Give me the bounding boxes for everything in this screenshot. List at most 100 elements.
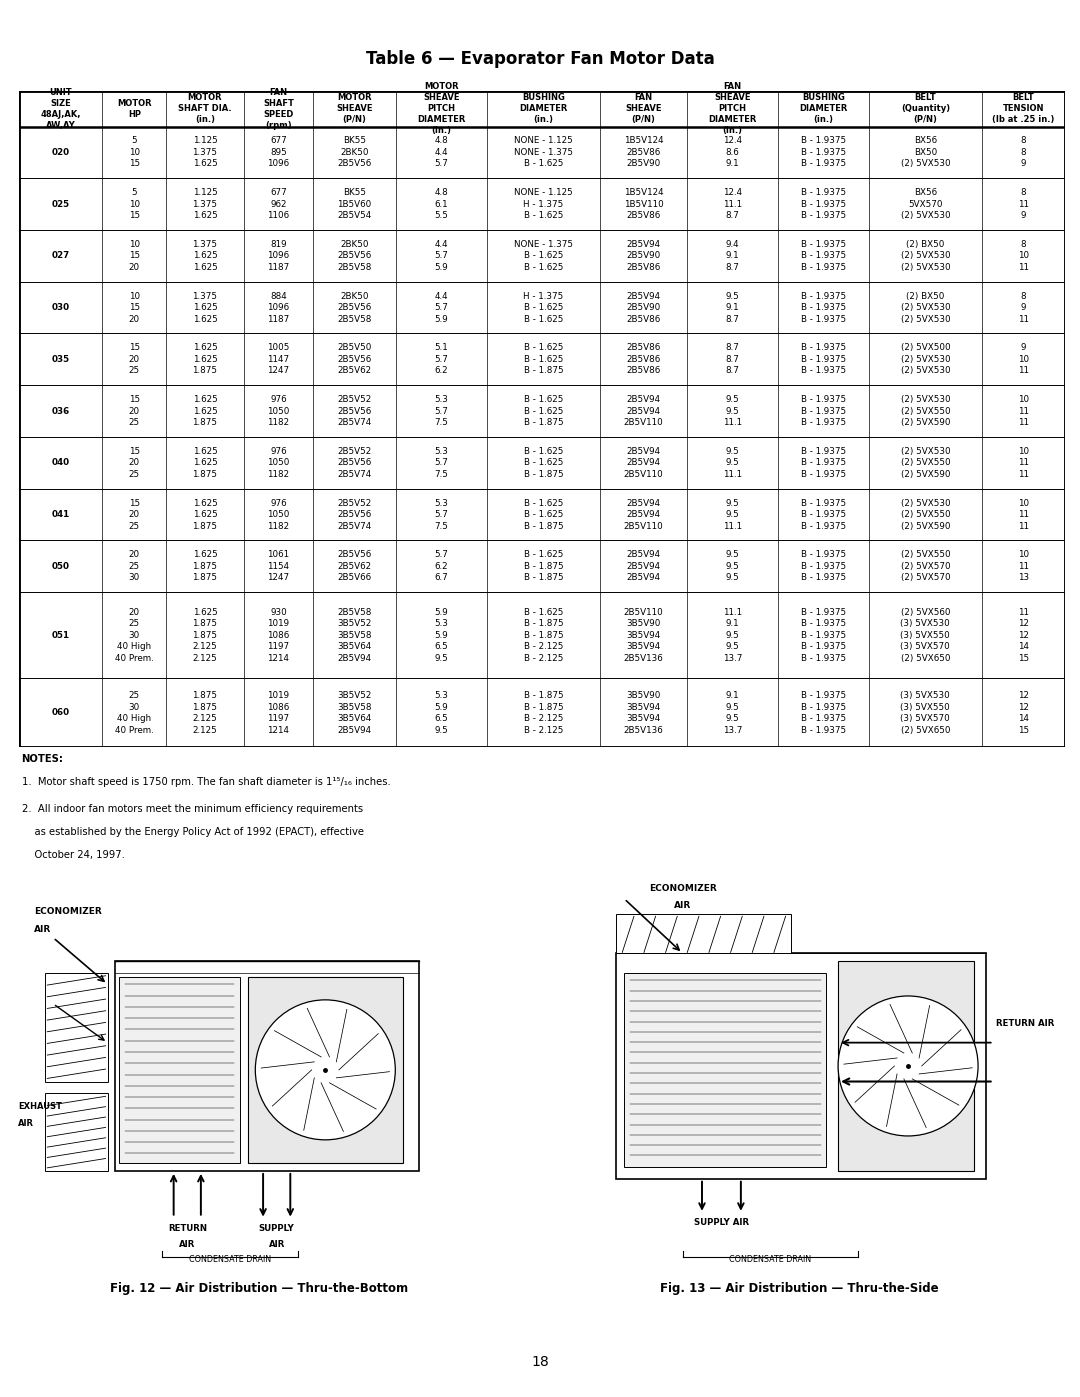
Text: 1B5V124
1B5V110
2B5V86: 1B5V124 1B5V110 2B5V86 [624, 189, 663, 221]
Text: NONE - 1.125
NONE - 1.375
B - 1.625: NONE - 1.125 NONE - 1.375 B - 1.625 [514, 137, 573, 168]
Text: 2B5V94
2B5V90
2B5V86: 2B5V94 2B5V90 2B5V86 [626, 240, 661, 272]
Text: AIR: AIR [33, 925, 51, 933]
Bar [247, 977, 403, 1164]
Text: B - 1.9375
B - 1.9375
B - 1.9375: B - 1.9375 B - 1.9375 B - 1.9375 [800, 499, 846, 531]
Text: 15
20
25: 15 20 25 [129, 395, 139, 427]
Bar [838, 961, 974, 1171]
Text: 4.4
5.7
5.9: 4.4 5.7 5.9 [434, 292, 448, 324]
Text: 8.7
8.7
8.7: 8.7 8.7 8.7 [726, 344, 740, 376]
Text: 12
12
14
15: 12 12 14 15 [1018, 692, 1029, 735]
Text: (2) 5VX560
(3) 5VX530
(3) 5VX550
(3) 5VX570
(2) 5VX650: (2) 5VX560 (3) 5VX530 (3) 5VX550 (3) 5VX… [901, 608, 950, 662]
Bar [45, 972, 108, 1081]
Text: (2) 5VX530
(2) 5VX550
(2) 5VX590: (2) 5VX530 (2) 5VX550 (2) 5VX590 [901, 447, 950, 479]
Text: EXHAUST: EXHAUST [18, 1102, 62, 1111]
Text: B - 1.9375
B - 1.9375
B - 1.9375
B - 1.9375
B - 1.9375: B - 1.9375 B - 1.9375 B - 1.9375 B - 1.9… [800, 608, 846, 662]
Text: 036: 036 [52, 407, 70, 415]
Text: RETURN: RETURN [167, 1224, 206, 1234]
Text: 5.3
5.7
7.5: 5.3 5.7 7.5 [434, 447, 448, 479]
Text: 2B5V52
2B5V56
2B5V74: 2B5V52 2B5V56 2B5V74 [337, 395, 372, 427]
Text: 20
25
30: 20 25 30 [129, 550, 140, 583]
Text: BK55
1B5V60
2B5V54: BK55 1B5V60 2B5V54 [337, 189, 372, 221]
Text: 050: 050 [52, 562, 70, 571]
Text: Fig. 13 — Air Distribution — Thru-the-Side: Fig. 13 — Air Distribution — Thru-the-Si… [660, 1282, 939, 1295]
Text: H - 1.375
B - 1.625
B - 1.625: H - 1.375 B - 1.625 B - 1.625 [524, 292, 564, 324]
Text: 8
10
11: 8 10 11 [1018, 240, 1029, 272]
Text: 1.875
1.875
2.125
2.125: 1.875 1.875 2.125 2.125 [192, 692, 217, 735]
Text: 12.4
11.1
8.7: 12.4 11.1 8.7 [723, 189, 742, 221]
Text: 9.1
9.5
9.5
13.7: 9.1 9.5 9.5 13.7 [723, 692, 742, 735]
Text: 1.125
1.375
1.625: 1.125 1.375 1.625 [192, 137, 217, 168]
Text: 2B5V110
3B5V90
3B5V94
3B5V94
2B5V136: 2B5V110 3B5V90 3B5V94 3B5V94 2B5V136 [624, 608, 663, 662]
Text: 2BK50
2B5V56
2B5V58: 2BK50 2B5V56 2B5V58 [337, 292, 372, 324]
Text: 025: 025 [52, 200, 70, 208]
Text: ECONOMIZER: ECONOMIZER [649, 884, 716, 893]
Text: 819
1096
1187: 819 1096 1187 [268, 240, 289, 272]
Text: 25
30
40 High
40 Prem.: 25 30 40 High 40 Prem. [114, 692, 153, 735]
Text: 677
895
1096: 677 895 1096 [268, 137, 289, 168]
Text: 2B5V86
2B5V86
2B5V86: 2B5V86 2B5V86 2B5V86 [626, 344, 661, 376]
Text: 041: 041 [52, 510, 70, 520]
Text: 1.  Motor shaft speed is 1750 rpm. The fan shaft diameter is 1¹⁵/₁₆ inches.: 1. Motor shaft speed is 1750 rpm. The fa… [22, 777, 390, 788]
Text: 5.7
6.2
6.7: 5.7 6.2 6.7 [434, 550, 448, 583]
Text: SUPPLY AIR: SUPPLY AIR [693, 1218, 750, 1228]
Text: MOTOR
HP: MOTOR HP [117, 99, 151, 119]
Text: 10
11
11: 10 11 11 [1018, 499, 1029, 531]
Text: BUSHING
DIAMETER
(in.): BUSHING DIAMETER (in.) [519, 94, 568, 124]
Text: NOTES:: NOTES: [22, 754, 64, 764]
Text: 976
1050
1182: 976 1050 1182 [267, 499, 289, 531]
Text: 10
11
13: 10 11 13 [1018, 550, 1029, 583]
Text: 9
10
11: 9 10 11 [1018, 344, 1029, 376]
Circle shape [838, 996, 978, 1136]
Text: 976
1050
1182: 976 1050 1182 [267, 395, 289, 427]
Text: 1B5V124
2B5V86
2B5V90: 1B5V124 2B5V86 2B5V90 [624, 137, 663, 168]
Text: 11
12
12
14
15: 11 12 12 14 15 [1018, 608, 1029, 662]
Bar [617, 914, 792, 953]
Text: 1.625
1.625
1.875: 1.625 1.625 1.875 [192, 447, 217, 479]
Bar [617, 953, 986, 1179]
Text: 9.4
9.1
8.7: 9.4 9.1 8.7 [726, 240, 740, 272]
Text: 15
20
25: 15 20 25 [129, 499, 139, 531]
Text: 5.3
5.7
7.5: 5.3 5.7 7.5 [434, 499, 448, 531]
Text: B - 1.625
B - 1.625
B - 1.875: B - 1.625 B - 1.625 B - 1.875 [524, 447, 564, 479]
Text: B - 1.9375
B - 1.9375
B - 1.9375: B - 1.9375 B - 1.9375 B - 1.9375 [800, 447, 846, 479]
Text: 9.5
9.5
9.5: 9.5 9.5 9.5 [726, 550, 740, 583]
Text: 2B5V56
2B5V62
2B5V66: 2B5V56 2B5V62 2B5V66 [337, 550, 372, 583]
Text: 4.8
6.1
5.5: 4.8 6.1 5.5 [434, 189, 448, 221]
Text: 1.625
1.625
1.875: 1.625 1.625 1.875 [192, 395, 217, 427]
Text: B - 1.9375
B - 1.9375
B - 1.9375: B - 1.9375 B - 1.9375 B - 1.9375 [800, 137, 846, 168]
Text: 2BK50
2B5V56
2B5V58: 2BK50 2B5V56 2B5V58 [337, 240, 372, 272]
Text: 1.625
1.625
1.875: 1.625 1.625 1.875 [192, 344, 217, 376]
Text: B - 1.625
B - 1.625
B - 1.875: B - 1.625 B - 1.625 B - 1.875 [524, 344, 564, 376]
Text: 5.1
5.7
6.2: 5.1 5.7 6.2 [434, 344, 448, 376]
Text: B - 1.9375
B - 1.9375
B - 1.9375: B - 1.9375 B - 1.9375 B - 1.9375 [800, 395, 846, 427]
Text: B - 1.625
B - 1.625
B - 1.875: B - 1.625 B - 1.625 B - 1.875 [524, 499, 564, 531]
Text: NONE - 1.375
B - 1.625
B - 1.625: NONE - 1.375 B - 1.625 B - 1.625 [514, 240, 573, 272]
Bar [119, 977, 240, 1164]
Text: 976
1050
1182: 976 1050 1182 [267, 447, 289, 479]
Text: 1.375
1.625
1.625: 1.375 1.625 1.625 [192, 292, 217, 324]
Text: MOTOR
SHAFT DIA.
(in.): MOTOR SHAFT DIA. (in.) [178, 94, 232, 124]
Text: 5
10
15: 5 10 15 [129, 189, 139, 221]
Text: 040: 040 [52, 458, 70, 468]
Text: 8
8
9: 8 8 9 [1021, 137, 1026, 168]
Text: 5.9
5.3
5.9
6.5
9.5: 5.9 5.3 5.9 6.5 9.5 [434, 608, 448, 662]
Text: B - 1.9375
B - 1.9375
B - 1.9375
B - 1.9375: B - 1.9375 B - 1.9375 B - 1.9375 B - 1.9… [800, 692, 846, 735]
Text: 5.3
5.9
6.5
9.5: 5.3 5.9 6.5 9.5 [434, 692, 448, 735]
Text: MOTOR
SHEAVE
PITCH
DIAMETER
(in.): MOTOR SHEAVE PITCH DIAMETER (in.) [417, 82, 465, 136]
Text: 10
11
11: 10 11 11 [1018, 395, 1029, 427]
Text: 2B5V94
2B5V94
2B5V110: 2B5V94 2B5V94 2B5V110 [624, 499, 663, 531]
Text: 1.625
1.625
1.875: 1.625 1.625 1.875 [192, 499, 217, 531]
Text: 051: 051 [52, 631, 70, 640]
Text: 9.5
9.5
11.1: 9.5 9.5 11.1 [723, 499, 742, 531]
Text: 1.625
1.875
1.875: 1.625 1.875 1.875 [192, 550, 217, 583]
Text: B - 1.9375
B - 1.9375
B - 1.9375: B - 1.9375 B - 1.9375 B - 1.9375 [800, 344, 846, 376]
Text: 10
15
20: 10 15 20 [129, 240, 139, 272]
Text: 1005
1147
1247: 1005 1147 1247 [267, 344, 289, 376]
Text: 2B5V94
2B5V94
2B5V110: 2B5V94 2B5V94 2B5V110 [624, 447, 663, 479]
Text: 15
20
25: 15 20 25 [129, 447, 139, 479]
Text: 1019
1086
1197
1214: 1019 1086 1197 1214 [268, 692, 289, 735]
Bar [45, 1094, 108, 1171]
Text: (2) BX50
(2) 5VX530
(2) 5VX530: (2) BX50 (2) 5VX530 (2) 5VX530 [901, 240, 950, 272]
Text: 3B5V52
3B5V58
3B5V64
2B5V94: 3B5V52 3B5V58 3B5V64 2B5V94 [337, 692, 372, 735]
Text: 2B5V58
3B5V52
3B5V58
3B5V64
2B5V94: 2B5V58 3B5V52 3B5V58 3B5V64 2B5V94 [337, 608, 372, 662]
